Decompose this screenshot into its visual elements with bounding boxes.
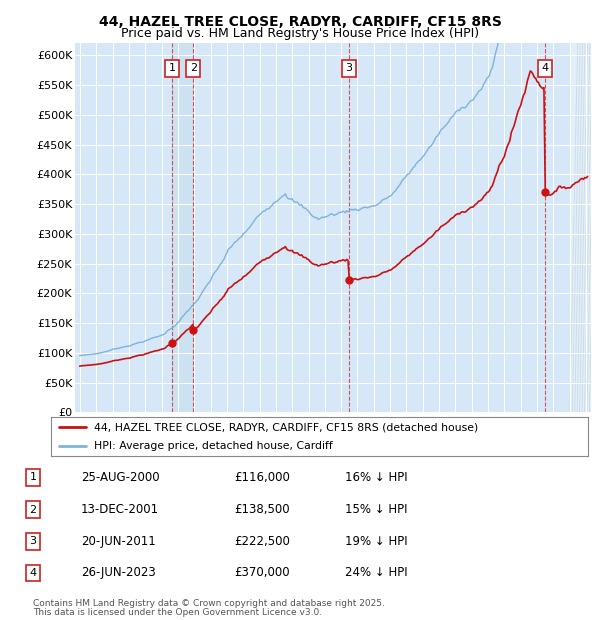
Text: 3: 3 — [29, 536, 37, 546]
Text: 2: 2 — [29, 505, 37, 515]
Text: 24% ↓ HPI: 24% ↓ HPI — [345, 567, 407, 579]
Text: 26-JUN-2023: 26-JUN-2023 — [81, 567, 156, 579]
Text: 3: 3 — [345, 63, 352, 73]
Text: 15% ↓ HPI: 15% ↓ HPI — [345, 503, 407, 516]
Text: 25-AUG-2000: 25-AUG-2000 — [81, 471, 160, 484]
Text: 2: 2 — [190, 63, 197, 73]
Text: £138,500: £138,500 — [234, 503, 290, 516]
Text: Contains HM Land Registry data © Crown copyright and database right 2025.: Contains HM Land Registry data © Crown c… — [33, 598, 385, 608]
Text: 4: 4 — [29, 568, 37, 578]
Text: 1: 1 — [29, 472, 37, 482]
Text: £370,000: £370,000 — [234, 567, 290, 579]
Text: This data is licensed under the Open Government Licence v3.0.: This data is licensed under the Open Gov… — [33, 608, 322, 617]
Text: 13-DEC-2001: 13-DEC-2001 — [81, 503, 159, 516]
Text: 1: 1 — [169, 63, 176, 73]
Text: 19% ↓ HPI: 19% ↓ HPI — [345, 535, 407, 547]
Text: Price paid vs. HM Land Registry's House Price Index (HPI): Price paid vs. HM Land Registry's House … — [121, 27, 479, 40]
Text: 4: 4 — [541, 63, 548, 73]
Text: HPI: Average price, detached house, Cardiff: HPI: Average price, detached house, Card… — [94, 441, 333, 451]
Bar — [172, 43, 193, 412]
Text: 44, HAZEL TREE CLOSE, RADYR, CARDIFF, CF15 8RS: 44, HAZEL TREE CLOSE, RADYR, CARDIFF, CF… — [98, 16, 502, 30]
Text: 16% ↓ HPI: 16% ↓ HPI — [345, 471, 407, 484]
Text: £116,000: £116,000 — [234, 471, 290, 484]
Text: £222,500: £222,500 — [234, 535, 290, 547]
Text: 44, HAZEL TREE CLOSE, RADYR, CARDIFF, CF15 8RS (detached house): 44, HAZEL TREE CLOSE, RADYR, CARDIFF, CF… — [94, 422, 478, 432]
Text: 20-JUN-2011: 20-JUN-2011 — [81, 535, 156, 547]
